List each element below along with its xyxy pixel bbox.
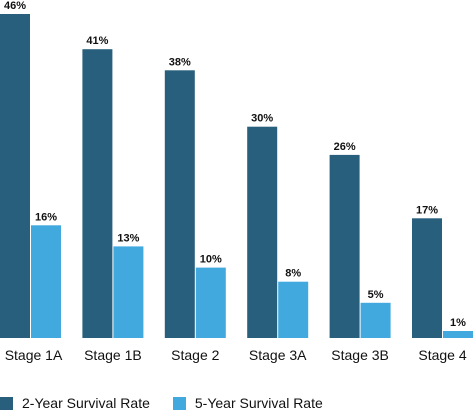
value-label-2-year-stage-1b: 41% <box>86 35 108 47</box>
bar-2-year-stage-1b <box>82 49 113 338</box>
bar-5-year-stage-1a <box>31 225 61 338</box>
value-labels-layer: 46% 16% 41% 13% 38% 10% 30% 8% 26% 5% 17% 1% <box>4 0 466 329</box>
value-label-2-year-stage-3b: 26% <box>334 141 356 153</box>
bars-layer <box>0 14 473 339</box>
value-label-5-year-stage-4: 1% <box>450 317 466 329</box>
legend: 2-Year Survival Rate 5-Year Survival Rat… <box>0 394 346 412</box>
x-tick-stage-1a: Stage 1A <box>5 347 63 363</box>
bar-2-year-stage-4 <box>412 218 442 338</box>
value-label-5-year-stage-1a: 16% <box>35 211 57 223</box>
x-tick-stage-4: Stage 4 <box>418 347 466 363</box>
legend-swatch-2-year <box>0 396 13 410</box>
value-label-5-year-stage-3a: 8% <box>285 268 301 280</box>
bar-5-year-stage-2 <box>195 267 226 338</box>
x-tick-stage-2: Stage 2 <box>171 347 219 363</box>
bar-2-year-stage-1a <box>0 14 30 338</box>
value-label-2-year-stage-4: 17% <box>416 204 438 216</box>
bar-5-year-stage-4 <box>443 331 473 338</box>
bar-2-year-stage-3b <box>329 154 360 338</box>
bar-5-year-stage-1b <box>113 246 144 338</box>
legend-item-5-year: 5-Year Survival Rate <box>172 395 323 411</box>
legend-swatch-5-year <box>172 396 186 410</box>
bar-2-year-stage-2 <box>164 70 195 339</box>
x-tick-stage-1b: Stage 1B <box>84 347 142 363</box>
x-tick-stage-3a: Stage 3A <box>249 347 307 363</box>
bar-5-year-stage-3a <box>278 281 309 338</box>
legend-item-2-year: 2-Year Survival Rate <box>0 395 150 411</box>
x-tick-stage-3b: Stage 3B <box>331 347 389 363</box>
value-label-5-year-stage-1b: 13% <box>117 232 139 244</box>
bar-2-year-stage-3a <box>247 126 278 338</box>
bar-5-year-stage-3b <box>360 302 391 338</box>
legend-label-2-year: 2-Year Survival Rate <box>22 395 150 411</box>
value-label-5-year-stage-2: 10% <box>200 254 222 266</box>
value-label-2-year-stage-1a: 46% <box>4 0 26 12</box>
legend-label-5-year: 5-Year Survival Rate <box>194 395 323 411</box>
value-label-2-year-stage-2: 38% <box>169 56 191 68</box>
value-label-5-year-stage-3b: 5% <box>368 289 384 301</box>
x-axis-tick-labels: Stage 1A Stage 1B Stage 2 Stage 3A Stage 3B S… <box>5 347 467 363</box>
value-label-2-year-stage-3a: 30% <box>251 113 273 125</box>
